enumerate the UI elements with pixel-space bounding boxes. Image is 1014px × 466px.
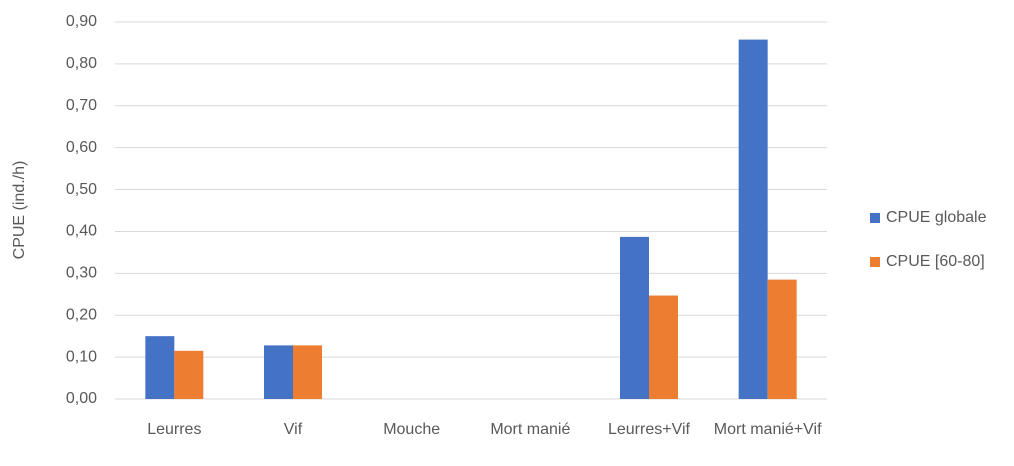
x-tick-label: Mort manié+Vif (713, 421, 822, 438)
bar (145, 336, 175, 399)
x-tick-label: Leurres+Vif (607, 421, 690, 438)
legend-label: CPUE [60-80] (886, 253, 985, 270)
y-tick-label: 0,40 (66, 223, 97, 240)
y-tick-label: 0,60 (66, 139, 97, 156)
y-tick-label: 0,20 (66, 306, 97, 323)
bar (293, 345, 322, 399)
x-tick-label: Vif (283, 421, 303, 438)
y-tick-label: 0,00 (66, 390, 97, 407)
x-tick-label: Mouche (383, 421, 441, 438)
x-tick-label: Mort manié (490, 421, 571, 438)
y-tick-label: 0,10 (66, 348, 97, 365)
y-tick-label: 0,80 (66, 55, 97, 72)
legend-swatch (870, 257, 880, 267)
bar (649, 295, 678, 399)
y-tick-label: 0,90 (66, 13, 97, 30)
bar (738, 39, 768, 400)
bar (767, 279, 797, 399)
y-axis-label: CPUE (ind./h) (11, 161, 28, 260)
x-tick-label: Leurres (147, 421, 202, 438)
bar (174, 350, 204, 399)
bar (264, 345, 293, 399)
y-tick-label: 0,50 (66, 181, 97, 198)
bar (620, 236, 649, 399)
y-tick-label: 0,30 (66, 265, 97, 282)
legend-swatch (870, 213, 880, 223)
y-tick-label: 0,70 (66, 97, 97, 114)
legend-label: CPUE globale (886, 209, 987, 226)
